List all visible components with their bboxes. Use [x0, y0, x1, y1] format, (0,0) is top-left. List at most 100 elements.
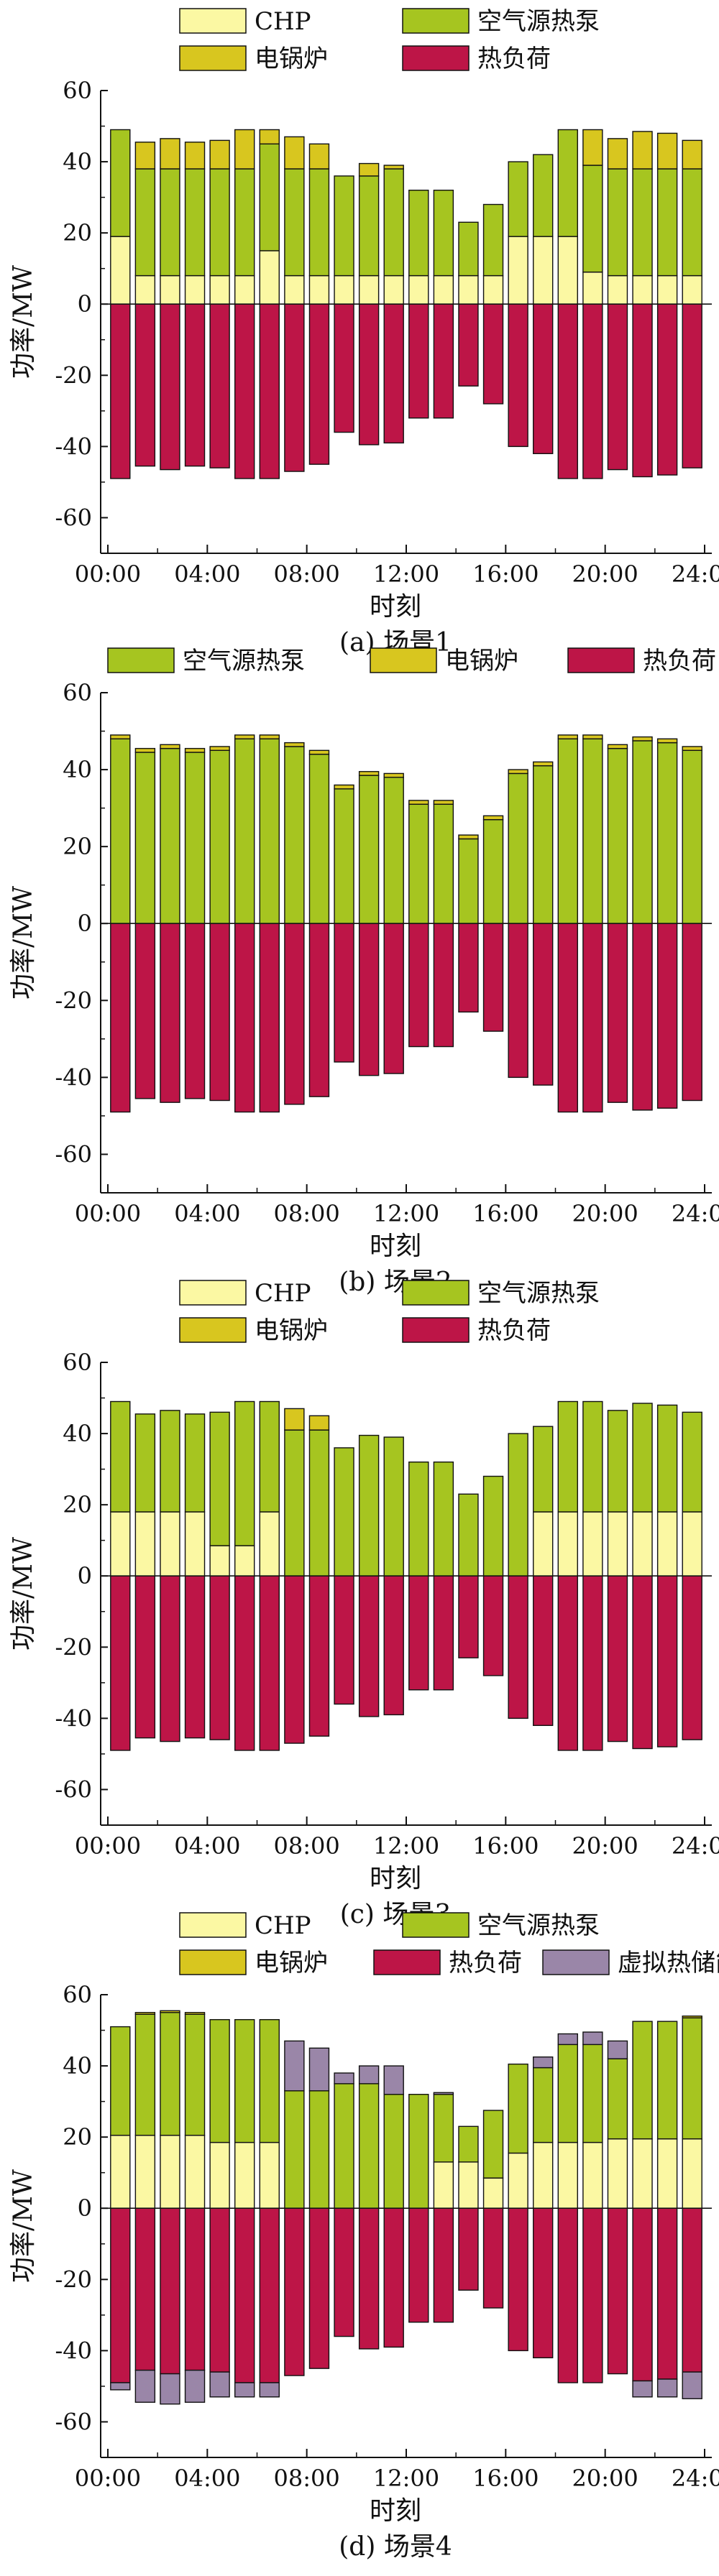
bar-heatpump-3	[160, 2012, 180, 2136]
bar-load-1	[110, 2207, 131, 2383]
bar-heatpump-5	[209, 2018, 230, 2143]
bar-load-12	[383, 2207, 404, 2348]
bar-chp-11	[358, 274, 380, 305]
bar-chp-2	[134, 2134, 156, 2209]
bar-heatpump-1	[110, 129, 131, 237]
y-tick-label: -60	[55, 1140, 92, 1168]
bar-heatpump-10	[334, 1447, 354, 1576]
y-axis-label: 功率/MW	[9, 265, 38, 379]
legend-label-heatpump: 空气源热泵	[477, 7, 600, 36]
x-tick-label: 20:00	[572, 560, 638, 588]
bar-chp-7	[259, 1511, 280, 1576]
bar-load-13	[408, 2207, 429, 2323]
bar-heatpump-19	[557, 129, 578, 237]
x-tick-label: 24:00	[672, 1832, 719, 1860]
bar-heatpump-5	[209, 749, 230, 924]
bar-boiler-5	[209, 139, 230, 170]
bar-load-11	[358, 1575, 380, 1717]
bar-load-6	[234, 1575, 255, 1751]
bar-heatpump-2	[134, 168, 156, 277]
bar-heatpump-9	[308, 1429, 330, 1576]
bar-chp-24	[682, 274, 702, 305]
bar-load-2	[134, 1575, 156, 1739]
bar-load-4	[184, 1575, 206, 1739]
bar-storage_neg-23	[656, 2378, 678, 2398]
bar-heatpump-10	[334, 2083, 354, 2209]
x-tick-label: 08:00	[274, 1832, 340, 1860]
bar-load-8	[284, 1575, 305, 1744]
bar-load-7	[259, 303, 280, 479]
bar-heatpump-15	[458, 1493, 479, 1576]
bar-boiler-12	[383, 772, 404, 778]
bar-heatpump-14	[433, 1462, 454, 1576]
bar-chp-19	[557, 2141, 578, 2209]
bar-load-23	[656, 303, 678, 476]
legend-swatch-load	[567, 647, 635, 673]
bar-heatpump-18	[533, 2067, 554, 2143]
bar-storage-10	[334, 2072, 354, 2085]
bar-heatpump-1	[110, 2026, 131, 2136]
bar-load-10	[334, 2207, 354, 2337]
bar-chp-16	[482, 2177, 504, 2209]
bar-heatpump-23	[656, 1404, 678, 1513]
y-tick-label: -20	[55, 361, 92, 389]
bar-boiler-22	[632, 131, 653, 170]
bar-heatpump-11	[358, 175, 380, 277]
bar-heatpump-9	[308, 753, 330, 924]
y-tick-label: 40	[63, 148, 92, 175]
legend-label-storage: 虚拟热储能	[618, 1949, 719, 1977]
bar-heatpump-8	[284, 2090, 305, 2209]
bar-heatpump-21	[607, 168, 628, 277]
legend-label-heatpump: 空气源热泵	[477, 1911, 600, 1940]
bar-boiler-21	[607, 744, 628, 749]
legend-swatch-chp	[179, 1912, 247, 1938]
x-axis-label: 时刻	[370, 1232, 421, 1261]
bar-heatpump-7	[259, 2018, 280, 2143]
bar-chp-24	[682, 2138, 702, 2209]
bar-boiler-24	[682, 2016, 702, 2018]
bar-load-11	[358, 923, 380, 1076]
bar-chp-22	[632, 1511, 653, 1576]
bar-load-20	[582, 923, 603, 1113]
x-tick-label: 08:00	[274, 1200, 340, 1227]
bar-boiler-23	[656, 738, 678, 744]
bar-load-21	[607, 1575, 628, 1742]
bar-load-9	[308, 303, 330, 465]
bar-load-4	[184, 303, 206, 467]
bar-boiler-4	[184, 142, 206, 170]
bar-storage_neg-24	[682, 2371, 702, 2399]
bar-chp-7	[259, 250, 280, 305]
bar-load-23	[656, 2207, 678, 2380]
bar-heatpump-11	[358, 1434, 380, 1576]
bar-chp-20	[582, 2141, 603, 2209]
x-tick-label: 00:00	[75, 560, 141, 588]
bar-load-3	[160, 923, 180, 1103]
y-tick-label: -20	[55, 2266, 92, 2293]
x-tick-label: 12:00	[373, 1200, 439, 1227]
x-tick-label: 24:00	[672, 2465, 719, 2492]
bar-load-11	[358, 303, 380, 446]
y-axis-label: 功率/MW	[9, 1537, 38, 1651]
bar-boiler-8	[284, 1408, 305, 1431]
bar-load-7	[259, 2207, 280, 2383]
x-tick-label: 16:00	[472, 1832, 539, 1860]
bar-heatpump-24	[682, 749, 702, 924]
bar-boiler-24	[682, 746, 702, 752]
bar-storage-18	[533, 2056, 554, 2069]
bar-chp-19	[557, 1511, 578, 1576]
bar-heatpump-3	[160, 1410, 180, 1513]
legend-swatch-load	[402, 1317, 470, 1343]
x-tick-label: 20:00	[572, 1832, 638, 1860]
bar-chp-22	[632, 2138, 653, 2209]
bar-load-16	[482, 1575, 504, 1676]
bar-heatpump-19	[557, 1400, 578, 1513]
legend-label-chp: CHP	[255, 1279, 311, 1308]
bar-boiler-21	[607, 138, 628, 170]
bar-boiler-20	[582, 734, 603, 739]
legend-label-boiler: 电锅炉	[255, 1316, 328, 1345]
bar-heatpump-1	[110, 738, 131, 924]
x-tick-label: 04:00	[174, 1200, 240, 1227]
bar-heatpump-6	[234, 738, 255, 924]
bar-heatpump-17	[508, 772, 528, 924]
bar-boiler-6	[234, 129, 255, 170]
